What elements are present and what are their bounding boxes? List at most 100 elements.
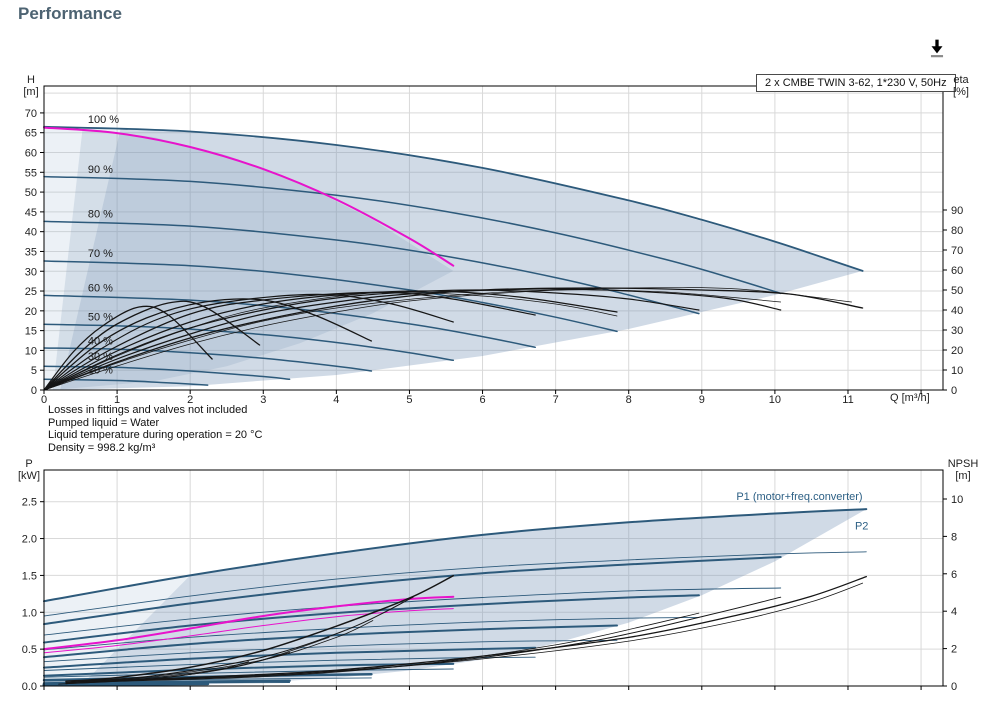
chart-head-efficiency: 0 1 2 3 4 5 6 7 8 9 10 1105101520253035404550556065…: [25, 85, 963, 406]
p1-curve-100pct: [43, 508, 868, 603]
eta-curve-100pct-b: [43, 287, 852, 391]
left-tick-label: 65: [25, 128, 37, 140]
p1-curve-80pct: [43, 594, 700, 644]
right-tick-label: 10: [951, 494, 963, 506]
left-tick-label: 50: [25, 187, 37, 199]
p1-curve-70pct: [43, 624, 618, 659]
eta-curve-90pct-b: [43, 289, 782, 391]
pump-model-badge: 2 x CMBE TWIN 3-62, 1*230 V, 50Hz: [756, 74, 956, 92]
left-tick-label: 45: [25, 207, 37, 219]
eta-curve-30pct: [43, 300, 261, 391]
right-tick-label: 50: [951, 285, 963, 297]
operating-envelope-single: [52, 127, 454, 391]
eta-axis-unit: [%]: [953, 85, 969, 98]
right-tick-label: 60: [951, 265, 963, 277]
left-tick-label: 35: [25, 246, 37, 258]
x-tick-label: 0: [41, 394, 47, 406]
plot-border: [43, 469, 944, 687]
right-tick-label: 6: [951, 569, 957, 581]
note-line: Pumped liquid = Water: [48, 416, 160, 429]
x-tick-label: 1: [114, 394, 120, 406]
power-range-light: [44, 575, 191, 686]
head-curve-90pct: [43, 175, 782, 295]
right-tick-label: 0: [951, 681, 957, 693]
left-tick-label: 60: [25, 148, 37, 160]
right-tick-label: 8: [951, 531, 957, 543]
head-curve-70pct: [43, 260, 618, 333]
right-tick-label: 70: [951, 245, 963, 257]
p2-curve-70pct: [43, 639, 618, 663]
x-tick-label: 6: [479, 394, 485, 406]
head-curve-80pct: [43, 220, 700, 315]
chart-notes: Losses in fittings and valves not includ…: [48, 404, 262, 454]
annotation-80-: 80 %: [88, 208, 113, 220]
left-tick-label: 2.0: [22, 534, 37, 546]
left-tick-label: 0.5: [22, 644, 37, 656]
annotation-90-: 90 %: [88, 164, 113, 176]
duty-head-curve: [43, 126, 455, 267]
right-tick-label: 40: [951, 305, 963, 317]
right-tick-label: 80: [951, 225, 963, 237]
left-tick-label: 5: [31, 365, 37, 377]
p-axis-symbol: P: [25, 458, 33, 470]
annotation-60-: 60 %: [88, 282, 113, 294]
right-tick-label: 4: [951, 606, 957, 618]
eta-curve-80pct: [43, 289, 700, 391]
note-line: Liquid temperature during operation = 20…: [48, 429, 263, 442]
p2-curve-90pct: [43, 587, 782, 636]
head-curve-40pct: [43, 347, 373, 372]
note-line: Density = 998.2 kg/m³: [48, 441, 156, 454]
left-tick-label: 1.0: [22, 607, 37, 619]
plot-border: [43, 85, 944, 391]
right-tick-label: 90: [951, 205, 963, 217]
npsh-curve-twin-80pct: [80, 612, 700, 683]
annotation-20-: 20 %: [88, 364, 113, 376]
left-tick-label: 25: [25, 286, 37, 298]
eta-curve-90pct-a: [43, 288, 782, 391]
duty-p2-curve: [43, 608, 454, 654]
x-tick-label: 2: [187, 394, 193, 406]
npsh-curve-twin-90pct: [80, 596, 782, 683]
annotation-p1-motor-freq-converter-: P1 (motor+freq.converter): [736, 491, 862, 503]
p1-curve-60pct: [43, 646, 537, 669]
left-tick-label: 0: [31, 385, 37, 397]
eta-curve-20pct: [43, 305, 213, 391]
eta-curve-70pct-b: [43, 291, 618, 391]
right-tick-label: 0: [951, 385, 957, 397]
right-tick-label: 30: [951, 325, 963, 337]
p2-curve-100pct: [43, 551, 867, 617]
right-tick-label: 2: [951, 644, 957, 656]
left-tick-label: 15: [25, 326, 37, 338]
npsh-curve-single-100pct: [65, 574, 455, 683]
h-axis-label: H [m]: [18, 74, 44, 98]
p1-curve-90pct: [43, 556, 782, 626]
npsh-curve-single-80pct: [65, 620, 374, 683]
npsh-axis-unit: [m]: [955, 469, 971, 482]
head-curve-100pct: [43, 125, 864, 272]
eta-curve-40pct: [43, 298, 373, 391]
annotation-40-: 40 %: [88, 335, 113, 347]
left-tick-label: 2.5: [22, 497, 37, 509]
eta-curve-50pct: [43, 293, 454, 391]
right-tick-label: 20: [951, 345, 963, 357]
q-axis-label: Q [m³/h]: [890, 392, 930, 404]
page-title: Performance: [18, 4, 122, 23]
annotation-p2: P2: [855, 521, 868, 533]
annotation-30-: 30 %: [88, 351, 113, 363]
h-axis-symbol: H: [27, 74, 35, 86]
eta-curve-70pct-a: [43, 290, 618, 391]
x-tick-label: 5: [406, 394, 412, 406]
x-tick-label: 10: [769, 394, 781, 406]
right-tick-label: 10: [951, 365, 963, 377]
head-curve-60pct: [43, 294, 536, 349]
left-tick-label: 40: [25, 227, 37, 239]
left-tick-label: 20: [25, 306, 37, 318]
download-button[interactable]: [926, 38, 948, 60]
npsh-curve-single-70pct: [65, 637, 330, 684]
eta-axis-label: eta [%]: [946, 74, 976, 98]
x-tick-label: 4: [333, 394, 339, 406]
left-tick-label: 10: [25, 345, 37, 357]
x-tick-label: 11: [842, 394, 853, 406]
